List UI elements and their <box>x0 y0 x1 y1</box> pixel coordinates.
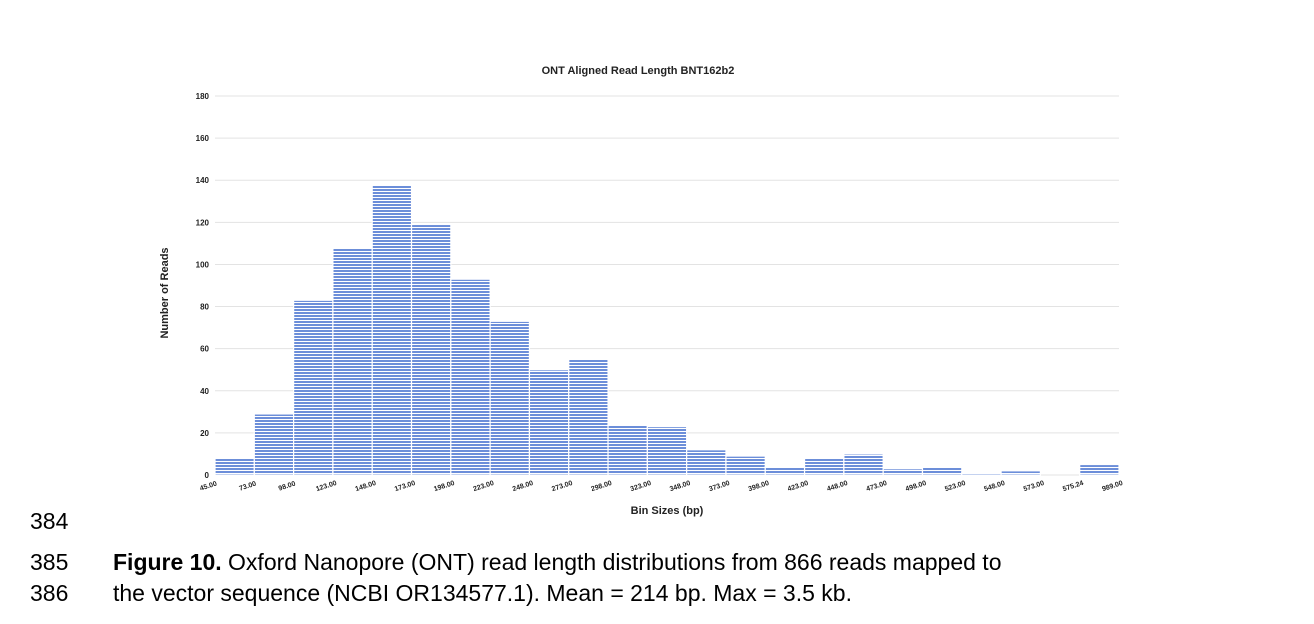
y-tick-label: 40 <box>200 387 209 396</box>
x-tick-label: 423.00 <box>787 480 810 493</box>
bar <box>961 472 1002 476</box>
x-tick-label: 198.00 <box>433 480 456 493</box>
bar <box>1000 470 1041 476</box>
chart-title: ONT Aligned Read Length BNT162b2 <box>542 65 735 77</box>
x-tick-label: 173.00 <box>394 480 417 493</box>
bar <box>1079 463 1120 476</box>
x-tick-label: 273.00 <box>551 480 574 493</box>
caption-label: Figure 10. <box>113 549 222 575</box>
line-number: 385 <box>30 549 69 575</box>
bar <box>371 183 413 476</box>
bar <box>686 449 727 476</box>
y-tick-label: 140 <box>196 176 210 185</box>
x-tick-label: 448.00 <box>826 480 849 493</box>
x-tick-label: 548.00 <box>983 480 1006 493</box>
x-tick-label: 575.24 <box>1062 480 1085 493</box>
x-tick-label: 523.00 <box>944 480 967 493</box>
x-tick-label: 348.00 <box>669 480 692 493</box>
y-tick-label: 100 <box>196 260 210 269</box>
x-tick-label: 498.00 <box>905 480 928 493</box>
bar <box>489 320 531 476</box>
x-tick-label: 989.00 <box>1101 480 1124 493</box>
bar <box>253 413 295 476</box>
x-tick-label: 398.00 <box>748 480 771 493</box>
bar <box>214 457 255 476</box>
y-tick-label: 0 <box>205 471 210 480</box>
x-tick-label: 298.00 <box>590 480 613 493</box>
x-tick-label: 45.00 <box>199 481 218 493</box>
bar <box>568 358 609 476</box>
x-tick-label: 373.00 <box>708 480 731 493</box>
bar <box>607 423 648 476</box>
bar <box>450 278 491 476</box>
x-tick-label: 323.00 <box>630 480 653 493</box>
line-number: 386 <box>30 580 69 606</box>
bar <box>528 369 570 476</box>
x-tick-label: 73.00 <box>238 481 257 493</box>
bar <box>882 468 924 476</box>
y-axis-label: Number of Reads <box>159 247 171 338</box>
y-tick-label: 80 <box>200 303 209 312</box>
x-tick-label: 473.00 <box>865 480 888 493</box>
y-tick-label: 60 <box>200 345 209 354</box>
bar <box>293 299 334 476</box>
y-tick-label: 180 <box>196 92 210 101</box>
caption-line: the vector sequence (NCBI OR134577.1). M… <box>113 580 852 606</box>
bar <box>843 453 884 476</box>
x-tick-label: 123.00 <box>315 480 338 493</box>
bar <box>803 457 845 476</box>
caption-line: Figure 10. Oxford Nanopore (ONT) read le… <box>113 549 1002 576</box>
x-axis-label: Bin Sizes (bp) <box>630 505 704 517</box>
bar <box>725 455 766 476</box>
bar <box>410 223 452 476</box>
x-tick-label: 573.00 <box>1023 480 1046 493</box>
chart: ONT Aligned Read Length BNT162b2 Number … <box>159 65 1124 493</box>
bar <box>646 425 688 476</box>
bar <box>332 247 373 476</box>
x-tick-label: 223.00 <box>472 480 495 493</box>
x-tick-label: 98.00 <box>278 481 297 493</box>
y-tick-label: 20 <box>200 429 209 438</box>
bar <box>921 465 963 476</box>
x-tick-label: 248.00 <box>512 480 535 493</box>
x-tick-label: 148.00 <box>354 480 377 493</box>
line-number: 384 <box>30 508 69 534</box>
caption-text: Oxford Nanopore (ONT) read length distri… <box>228 549 1002 575</box>
y-tick-label: 160 <box>196 134 210 143</box>
y-tick-label: 120 <box>196 218 210 227</box>
bar <box>764 465 806 476</box>
